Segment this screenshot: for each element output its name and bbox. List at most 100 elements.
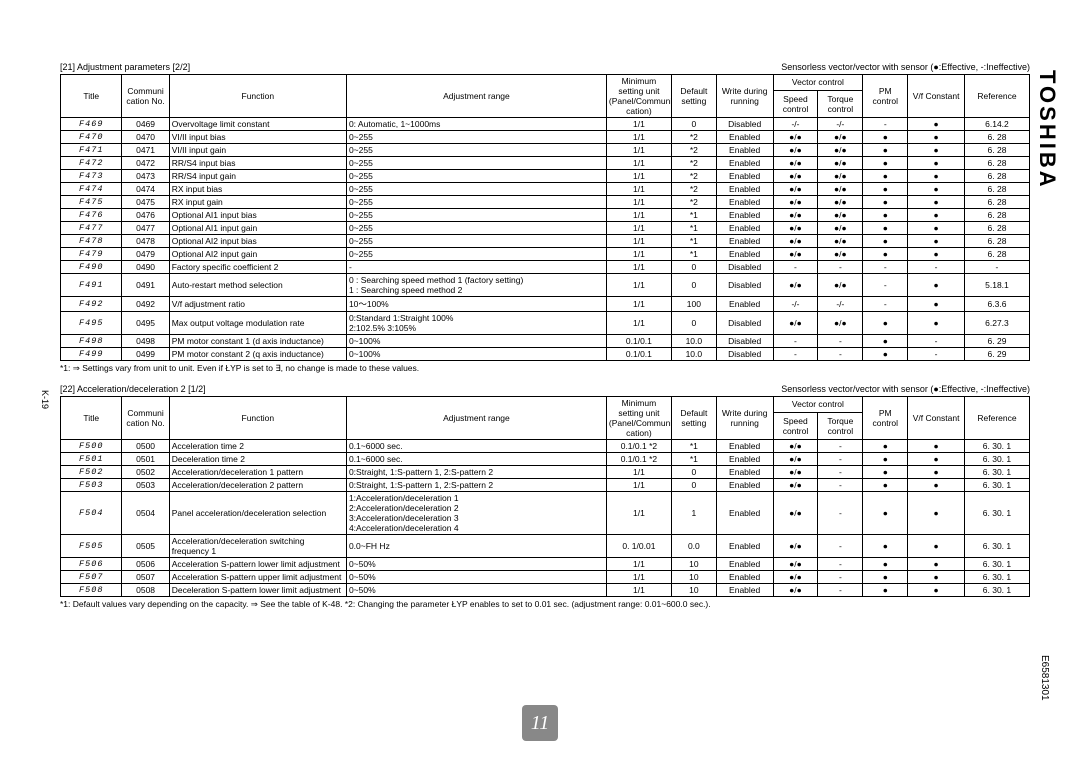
cell: F471 (61, 144, 122, 157)
cell: 1/1 (606, 261, 671, 274)
cell: PM motor constant 1 (d axis inductance) (169, 335, 346, 348)
cell: Enabled (716, 492, 773, 535)
cell: F469 (61, 118, 122, 131)
cell: ●/● (773, 558, 818, 571)
cell: 0~50% (346, 558, 606, 571)
cell: ●/● (818, 222, 863, 235)
cell: F474 (61, 183, 122, 196)
cell: 1/1 (606, 312, 671, 335)
cell: 0~255 (346, 144, 606, 157)
cell: Enabled (716, 558, 773, 571)
cell: Factory specific coefficient 2 (169, 261, 346, 274)
cell: ●/● (773, 312, 818, 335)
table-row: F4780478Optional AI2 input bias0~2551/1*… (61, 235, 1030, 248)
cell: ●/● (818, 235, 863, 248)
cell: - (818, 584, 863, 597)
table-row: F4920492V/f adjustment ratio10～100%1/110… (61, 297, 1030, 312)
cell: ● (863, 348, 908, 361)
cell: 0492 (122, 297, 169, 312)
cell: 0499 (122, 348, 169, 361)
cell: 0~100% (346, 335, 606, 348)
cell: 6. 28 (964, 209, 1029, 222)
cell: 0490 (122, 261, 169, 274)
table-row: F5050505Acceleration/deceleration switch… (61, 535, 1030, 558)
cell: ●/● (773, 209, 818, 222)
cell: ●/● (818, 196, 863, 209)
cell: Acceleration/deceleration 2 pattern (169, 479, 346, 492)
footnote-2: *1: Default values vary depending on the… (60, 599, 1030, 610)
cell: 1/1 (606, 131, 671, 144)
cell: Enabled (716, 235, 773, 248)
brand-logo: TOSHIBA (1034, 70, 1060, 190)
cell: - (818, 348, 863, 361)
cell: 6. 28 (964, 170, 1029, 183)
cell: 0474 (122, 183, 169, 196)
cell: 1 (671, 492, 716, 535)
cell: F492 (61, 297, 122, 312)
cell: ● (908, 535, 965, 558)
hdr-speed: Speed control (773, 412, 818, 439)
table-row: F5040504Panel acceleration/deceleration … (61, 492, 1030, 535)
cell: 10 (671, 584, 716, 597)
cell: ● (863, 209, 908, 222)
cell: 0~255 (346, 235, 606, 248)
cell: Enabled (716, 584, 773, 597)
cell: ●/● (818, 312, 863, 335)
cell: ● (908, 248, 965, 261)
hdr-ref: Reference (964, 397, 1029, 440)
table-row: F4730473RR/S4 input gain0~2551/1*2Enable… (61, 170, 1030, 183)
cell: F470 (61, 131, 122, 144)
cell: 0478 (122, 235, 169, 248)
cell: 10～100% (346, 297, 606, 312)
cell: 0495 (122, 312, 169, 335)
cell: 6. 28 (964, 196, 1029, 209)
cell: 6. 28 (964, 248, 1029, 261)
parameter-table-22: Title Communi cation No. Function Adjust… (60, 396, 1030, 597)
cell: Disabled (716, 118, 773, 131)
cell: *2 (671, 131, 716, 144)
cell: ●/● (773, 157, 818, 170)
cell: ●/● (773, 453, 818, 466)
cell: 10 (671, 558, 716, 571)
cell: 0477 (122, 222, 169, 235)
table-row: F4760476Optional AI1 input bias0~2551/1*… (61, 209, 1030, 222)
cell: 6.14.2 (964, 118, 1029, 131)
table-row: F4770477Optional AI1 input gain0~2551/1*… (61, 222, 1030, 235)
cell: 0 (671, 274, 716, 297)
cell: ● (908, 222, 965, 235)
cell: ● (863, 157, 908, 170)
cell: *2 (671, 144, 716, 157)
cell: - (863, 261, 908, 274)
cell: Enabled (716, 209, 773, 222)
cell: F475 (61, 196, 122, 209)
cell: ●/● (773, 274, 818, 297)
cell: F498 (61, 335, 122, 348)
cell: F478 (61, 235, 122, 248)
cell: F477 (61, 222, 122, 235)
cell: F502 (61, 466, 122, 479)
cell: VI/II input bias (169, 131, 346, 144)
table-row: F4790479Optional AI2 input gain0~2551/1*… (61, 248, 1030, 261)
cell: ● (863, 248, 908, 261)
cell: - (818, 535, 863, 558)
cell: ● (908, 558, 965, 571)
cell: Enabled (716, 222, 773, 235)
cell: ●/● (818, 144, 863, 157)
cell: 0476 (122, 209, 169, 222)
cell: Enabled (716, 479, 773, 492)
cell: ● (908, 157, 965, 170)
hdr-adj: Adjustment range (346, 397, 606, 440)
cell: 6. 29 (964, 335, 1029, 348)
cell: F491 (61, 274, 122, 297)
cell: 6. 28 (964, 131, 1029, 144)
cell: Acceleration S-pattern upper limit adjus… (169, 571, 346, 584)
cell: - (773, 348, 818, 361)
cell: ● (908, 274, 965, 297)
cell: 1/1 (606, 209, 671, 222)
cell: 10.0 (671, 335, 716, 348)
cell: *1 (671, 248, 716, 261)
table-row: F4750475RX input gain0~2551/1*2Enabled●/… (61, 196, 1030, 209)
cell: ● (863, 196, 908, 209)
cell: 0~255 (346, 170, 606, 183)
cell: 0504 (122, 492, 169, 535)
